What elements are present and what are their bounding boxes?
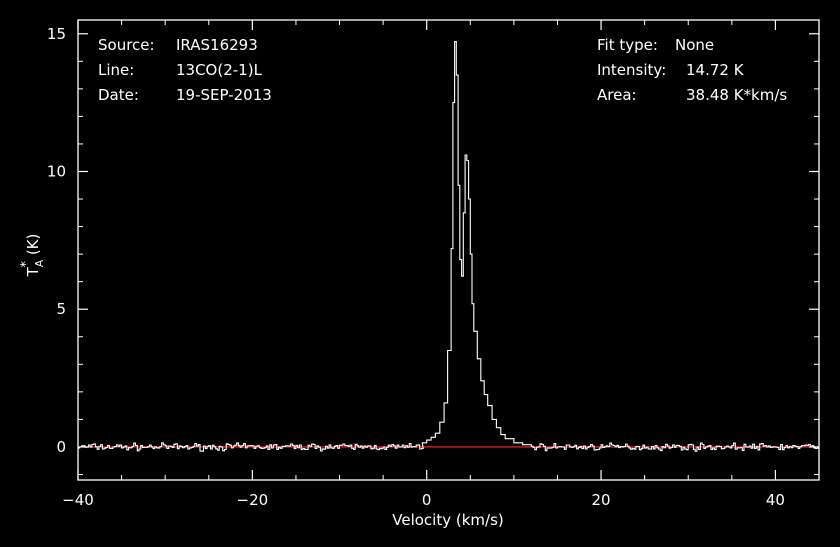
x-tick-label: 20 (592, 491, 611, 509)
info-intensity-label: Intensity: (597, 61, 666, 79)
x-tick-label: 0 (422, 491, 432, 509)
y-axis-label-sup: * (19, 261, 34, 268)
plot-frame (77, 19, 820, 481)
x-axis-label: Velocity (km/s) (392, 511, 503, 529)
y-axis-label-main: T (24, 266, 42, 277)
x-tick-label: −20 (237, 491, 269, 509)
info-date-label: Date: (98, 86, 139, 104)
info-left: Source: IRAS16293 Line: 13CO(2-1)L Date:… (98, 36, 272, 104)
y-axis-label: TA* (K) (19, 234, 46, 278)
svg-text:TA*(K): TA* (K) (19, 234, 46, 278)
y-tick-label: 15 (47, 25, 66, 43)
info-area-value: 38.48 K*km/s (686, 86, 787, 104)
info-source-value: IRAS16293 (176, 36, 258, 54)
info-area-label: Area: (597, 86, 637, 104)
info-fit-type-label: Fit type: (597, 36, 658, 54)
y-tick-label: 5 (56, 300, 66, 318)
info-source-label: Source: (98, 36, 155, 54)
info-line-value: 13CO(2-1)L (176, 61, 263, 79)
spectrum-line (78, 40, 819, 452)
x-tick-label: −40 (62, 491, 94, 509)
y-axis-label-unit: (K) (24, 234, 42, 256)
y-axis-label-sub: A (33, 259, 46, 267)
info-intensity-value: 14.72 K (686, 61, 745, 79)
y-tick-label: 10 (47, 162, 66, 180)
info-right: Fit type: None Intensity: 14.72 K Area: … (597, 36, 787, 104)
x-tick-label: 40 (766, 491, 785, 509)
info-fit-type-value: None (675, 36, 714, 54)
info-line-label: Line: (98, 61, 134, 79)
info-date-value: 19-SEP-2013 (176, 86, 272, 104)
y-tick-label: 0 (56, 438, 66, 456)
